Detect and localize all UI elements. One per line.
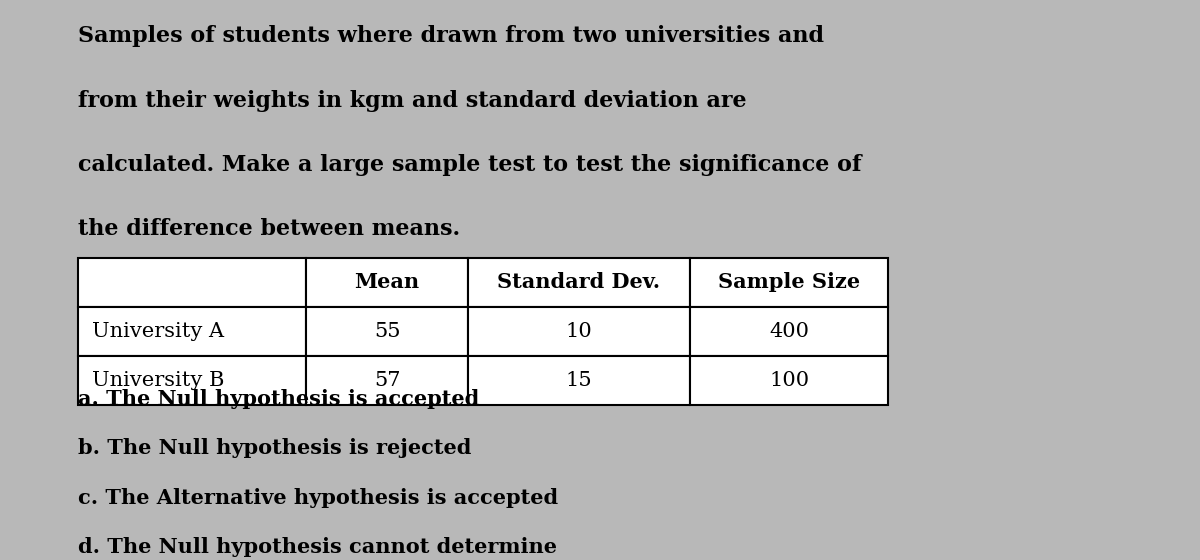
Text: a. The Null hypothesis is accepted: a. The Null hypothesis is accepted: [78, 389, 479, 409]
Text: 15: 15: [565, 371, 593, 390]
Text: University A: University A: [92, 322, 224, 341]
Text: Standard Dev.: Standard Dev.: [498, 272, 660, 292]
Text: Samples of students where drawn from two universities and: Samples of students where drawn from two…: [78, 25, 824, 47]
Bar: [306, 258, 468, 307]
Bar: [306, 307, 468, 356]
Text: 100: 100: [769, 371, 809, 390]
Bar: [78, 307, 306, 356]
Text: the difference between means.: the difference between means.: [78, 218, 460, 240]
Text: University B: University B: [92, 371, 224, 390]
Bar: [690, 356, 888, 405]
Text: d. The Null hypothesis cannot determine: d. The Null hypothesis cannot determine: [78, 537, 557, 557]
Bar: [468, 356, 690, 405]
Bar: [78, 356, 306, 405]
Text: c. The Alternative hypothesis is accepted: c. The Alternative hypothesis is accepte…: [78, 488, 558, 508]
Text: 57: 57: [373, 371, 401, 390]
Bar: [468, 258, 690, 307]
Text: b. The Null hypothesis is rejected: b. The Null hypothesis is rejected: [78, 438, 472, 459]
Bar: [468, 307, 690, 356]
Bar: [78, 258, 306, 307]
Text: calculated. Make a large sample test to test the significance of: calculated. Make a large sample test to …: [78, 154, 862, 176]
Text: from their weights in kgm and standard deviation are: from their weights in kgm and standard d…: [78, 90, 746, 111]
Text: 55: 55: [373, 322, 401, 341]
Bar: [690, 307, 888, 356]
Text: Sample Size: Sample Size: [718, 272, 860, 292]
Text: 10: 10: [565, 322, 593, 341]
Bar: [690, 258, 888, 307]
Bar: [306, 356, 468, 405]
Text: 400: 400: [769, 322, 809, 341]
Text: Mean: Mean: [354, 272, 420, 292]
